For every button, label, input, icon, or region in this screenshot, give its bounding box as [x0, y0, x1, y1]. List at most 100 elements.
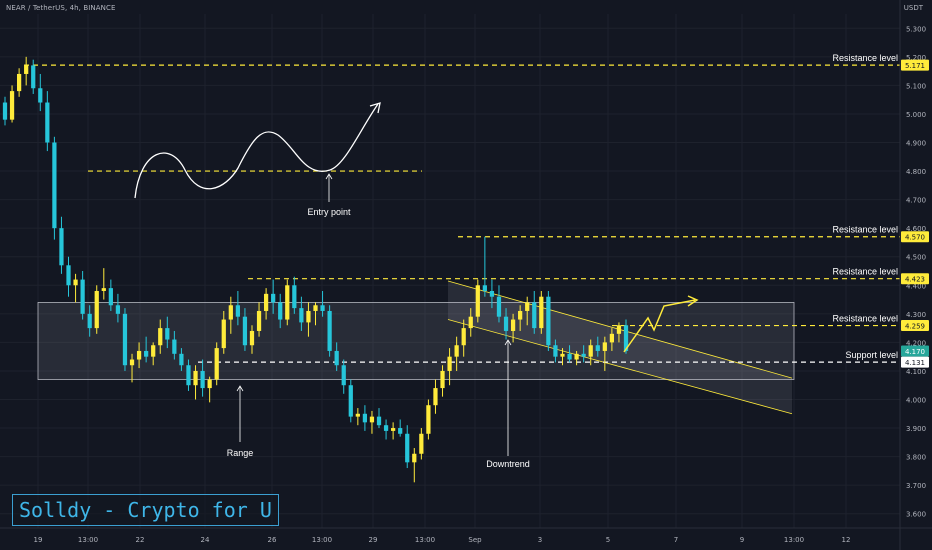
candle-body: [419, 433, 424, 454]
candle-body: [398, 428, 403, 434]
candle-body: [221, 319, 226, 349]
candle-body: [129, 359, 135, 366]
y-tick-label: 4.600: [906, 225, 926, 233]
candle-body: [334, 350, 339, 366]
candle-body: [16, 73, 22, 92]
x-tick-label: 12: [842, 536, 851, 544]
candle-body: [433, 388, 438, 406]
currency-label: USDT: [903, 4, 923, 12]
range-arrow-head: [236, 385, 244, 392]
y-tick-label: 3.900: [906, 425, 926, 433]
candle-body: [313, 305, 318, 311]
candle-body: [496, 296, 502, 317]
x-tick-label: 13:00: [415, 536, 435, 544]
candle-body: [214, 348, 219, 380]
x-tick-label: Sep: [468, 536, 482, 544]
y-tick-label: 5.200: [906, 54, 926, 62]
candle-body: [320, 305, 325, 311]
price-label: 4.570: [905, 234, 925, 242]
level-lines: Resistance level Resistance level Resistan…: [24, 53, 900, 363]
y-tick-label: 4.500: [906, 254, 926, 262]
candle-body: [369, 416, 375, 423]
resistance-label: Resistance level: [832, 225, 898, 235]
candle-body: [412, 453, 417, 463]
candle-body: [235, 305, 240, 317]
candle-body: [9, 91, 15, 120]
candle-body: [602, 342, 607, 351]
wave-drawing: [134, 103, 379, 199]
candle-body: [193, 370, 198, 386]
candle-body: [560, 353, 565, 357]
candle-body: [376, 416, 382, 426]
candle-body: [285, 285, 290, 320]
candle-body: [256, 310, 262, 331]
x-tick-label: 29: [369, 536, 378, 544]
candle-body: [609, 333, 615, 343]
candle-body: [461, 328, 466, 346]
range-label: Range: [227, 448, 254, 458]
y-tick-label: 4.900: [906, 140, 926, 148]
candle-body: [59, 228, 64, 266]
candle-body: [94, 290, 99, 329]
price-label: 5.171: [905, 62, 925, 70]
candle-body: [108, 288, 113, 306]
candle-body: [115, 305, 121, 314]
candle-body: [179, 353, 184, 366]
candle-body: [525, 302, 530, 311]
candle-body: [73, 279, 78, 286]
candle-body: [249, 330, 255, 346]
candle-body: [553, 345, 558, 357]
x-tick-label: 3: [538, 536, 542, 544]
candle-body: [122, 313, 128, 366]
candle-body: [440, 370, 445, 389]
x-tick-label: 26: [268, 536, 277, 544]
candle-body: [355, 413, 360, 417]
y-tick-label: 3.600: [906, 511, 926, 519]
candle-body: [144, 350, 149, 357]
y-tick-label: 4.200: [906, 339, 926, 347]
price-label-bg: [901, 356, 929, 368]
price-label-bg: [901, 273, 929, 285]
price-label-bg: [901, 320, 929, 332]
support-label: Support level: [845, 350, 898, 360]
candle-body: [475, 285, 480, 317]
y-tick-label: 4.400: [906, 282, 926, 290]
x-tick-label: 5: [606, 536, 610, 544]
candle-body: [623, 325, 629, 351]
x-tick-label: 22: [136, 536, 145, 544]
candle-body: [299, 308, 304, 323]
candle-body: [532, 302, 537, 329]
candle-body: [595, 345, 600, 351]
candle-body: [31, 65, 36, 89]
candle-body: [447, 356, 452, 371]
y-tick-label: 5.100: [906, 82, 926, 90]
candle-body: [588, 345, 593, 357]
y-tick-label: 4.800: [906, 168, 926, 176]
candles: [2, 56, 629, 483]
candle-body: [45, 102, 50, 143]
forecast-arrowhead: [687, 295, 699, 307]
resistance-label: Resistance level: [832, 314, 898, 324]
candle-body: [228, 305, 233, 320]
x-tick-label: 24: [201, 536, 210, 544]
candle-body: [278, 302, 283, 320]
candle-body: [567, 353, 572, 360]
candle-body: [510, 319, 516, 331]
candle-body: [327, 310, 332, 351]
candle-body: [242, 316, 248, 346]
candle-body: [581, 353, 586, 357]
candle-body: [539, 296, 544, 329]
x-tick-label: 13:00: [312, 536, 332, 544]
candle-body: [383, 425, 389, 431]
candle-body: [136, 350, 142, 360]
hand-drawings: Entry point Range Downtrend: [134, 102, 699, 469]
x-tick-label: 13:00: [78, 536, 98, 544]
candle-body: [362, 413, 368, 423]
y-tick-label: 3.700: [906, 482, 926, 490]
downtrend-label: Downtrend: [486, 459, 530, 469]
candle-body: [574, 353, 579, 360]
forecast-path: [623, 299, 696, 353]
